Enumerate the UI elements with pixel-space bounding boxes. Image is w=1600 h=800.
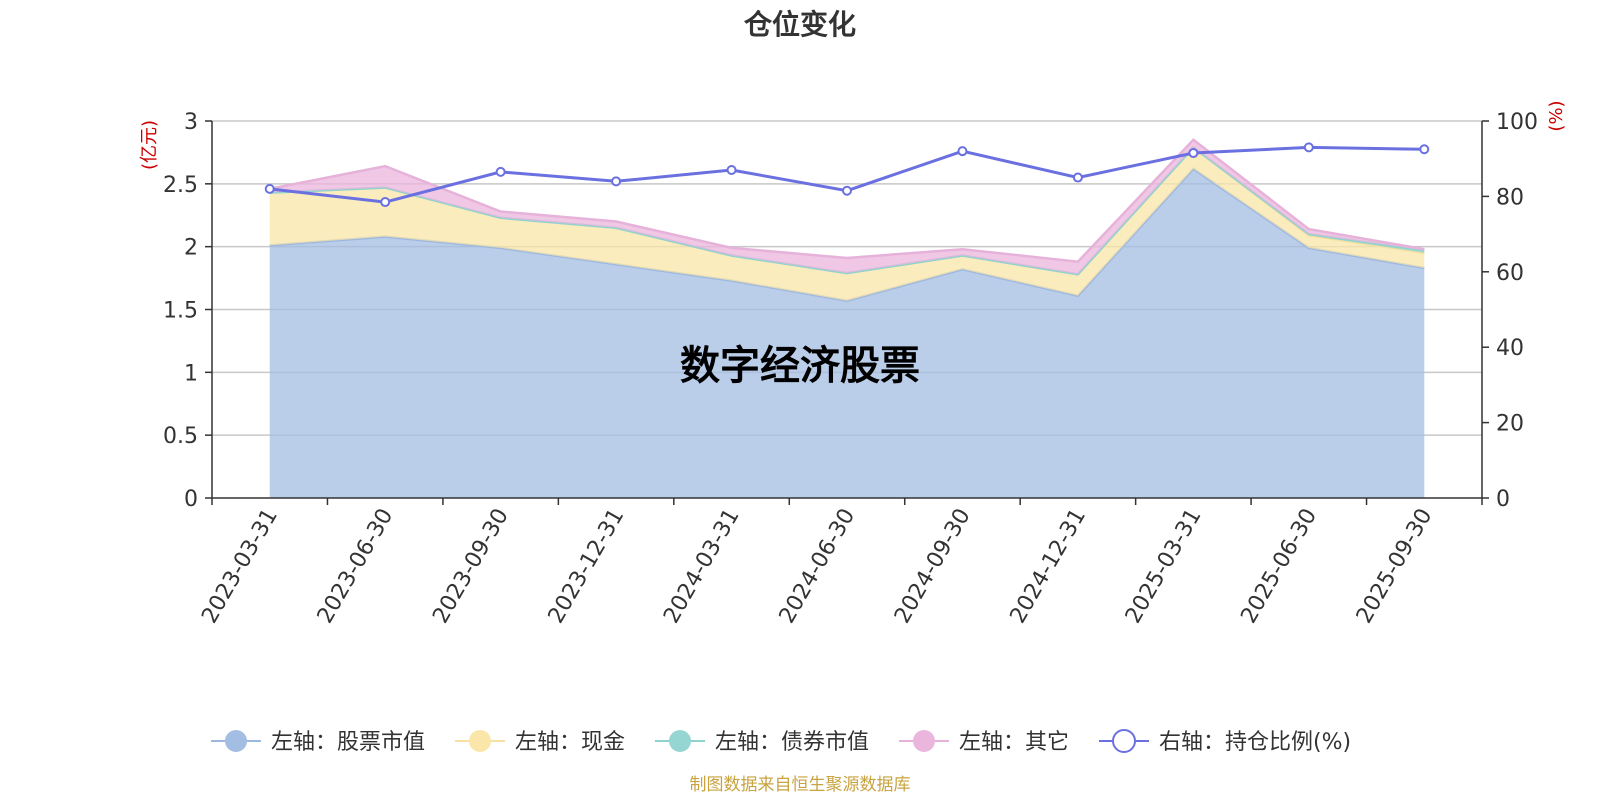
x-axis-tick-label: 2024-03-31 [659,505,745,628]
x-axis-tick-label: 2023-09-30 [428,505,514,628]
right-axis-tick-label: 100 [1496,110,1538,135]
ratio-point [957,146,968,157]
chart-title: 仓位变化 [744,8,856,41]
legend-swatch-marker [913,730,935,752]
right-axis-unit: (%) [1546,100,1567,131]
ratio-point [1072,172,1083,183]
legend-swatch-marker [469,730,491,752]
ratio-point [1303,142,1314,153]
right-axis-tick-label: 0 [1496,487,1510,512]
right-axis-tick-label: 60 [1496,261,1524,286]
left-axis-tick-label: 1 [184,361,198,386]
legend-item[interactable]: 左轴：债券市值 [655,730,869,755]
legend-item[interactable]: 左轴：其它 [899,730,1069,755]
legend: 左轴：股票市值 左轴：现金 左轴：债券市值 左轴：其它 右轴：持仓比例(%) [211,729,1351,755]
right-axis-tick-label: 80 [1496,185,1524,210]
legend-label: 左轴：股票市值 [271,730,425,755]
stacked-areas [269,138,1425,499]
ratio-point [842,185,852,196]
x-axis-tick-label: 2025-09-30 [1352,505,1438,628]
left-axis-tick-label: 3 [184,110,198,135]
ratio-point [611,176,622,187]
x-axis-tick-label: 2023-06-30 [313,505,399,628]
right-axis-tick-label: 40 [1496,336,1524,361]
ratio-point [380,197,391,208]
ratio-point [726,165,737,176]
ratio-point [1188,148,1199,159]
ratio-point [1419,144,1430,155]
right-axis-tick-label: 20 [1496,412,1524,437]
legend-item[interactable]: 左轴：现金 [455,730,625,755]
area-edge-左轴：其它 [269,138,1425,264]
legend-label: 左轴：现金 [515,730,625,755]
ratio-line-layer [264,142,1430,208]
x-axis-tick-label: 2025-03-31 [1121,505,1207,628]
x-axis-tick-label: 2024-06-30 [775,505,861,628]
left-axis-unit: (亿元) [139,120,160,170]
area-左轴：现金 [269,147,1425,301]
watermark-text: 数字经济股票 [680,343,920,389]
legend-label: 左轴：其它 [959,730,1069,755]
legend-swatch-marker [225,730,247,752]
left-axis-tick-label: 0 [184,487,198,512]
left-axis-tick-label: 2 [184,236,198,261]
legend-item[interactable]: 左轴：股票市值 [211,730,425,755]
x-axis-tick-label: 2024-09-30 [890,505,976,628]
legend-swatch-marker [669,730,691,752]
area-左轴：股票市值 [269,168,1425,499]
x-axis-tick-label: 2023-12-31 [544,505,630,628]
left-axis-tick-label: 1.5 [163,299,198,324]
left-axis-tick-label: 2.5 [163,173,198,198]
source-note: 制图数据来自恒生聚源数据库 [690,775,911,795]
legend-item[interactable]: 右轴：持仓比例(%) [1099,729,1351,755]
ratio-point [495,166,506,177]
legend-label: 左轴：债券市值 [715,730,869,755]
legend-label: 右轴：持仓比例(%) [1159,730,1351,755]
x-axis-tick-label: 2025-06-30 [1236,505,1322,628]
x-axis-tick-label: 2023-03-31 [197,505,283,628]
left-axis-tick-label: 0.5 [163,424,198,449]
legend-swatch-marker [1112,729,1136,753]
x-axis-tick-label: 2024-12-31 [1006,505,1092,628]
ratio-point [264,183,275,194]
